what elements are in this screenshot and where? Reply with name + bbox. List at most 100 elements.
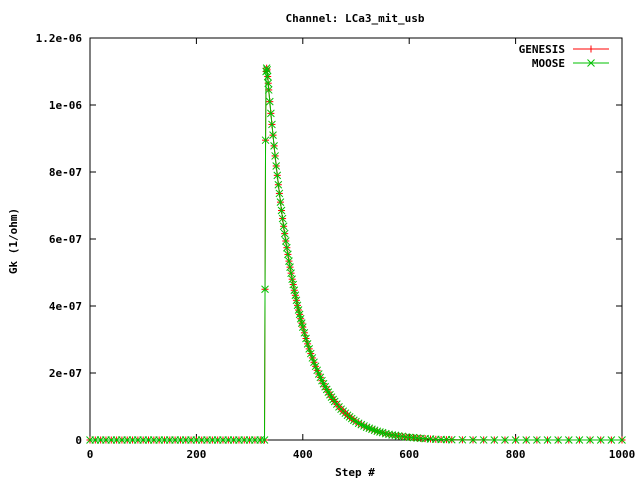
series-genesis	[86, 64, 626, 444]
y-axis-label: Gk (1/ohm)	[7, 208, 20, 274]
y-tick-label: 1.2e-06	[36, 32, 83, 45]
data-point-moose	[365, 424, 374, 433]
legend-marker-genesis	[587, 45, 595, 53]
data-point-moose	[385, 430, 393, 439]
data-point-moose	[522, 436, 531, 444]
data-point-moose	[458, 435, 467, 444]
legend-item-genesis: GENESIS	[519, 43, 609, 56]
data-point-moose	[275, 189, 284, 198]
data-point-moose	[311, 362, 320, 371]
data-point-moose	[260, 436, 269, 444]
x-tick-label: 400	[293, 448, 313, 461]
data-point-moose	[263, 72, 272, 81]
data-point-moose	[270, 142, 278, 150]
series-line-moose	[90, 67, 622, 441]
x-axis-label: Step #	[335, 466, 375, 479]
data-point-moose	[264, 86, 273, 94]
data-point-moose	[287, 269, 295, 278]
data-point-moose	[490, 436, 499, 444]
chart-title: Channel: LCa3_mit_usb	[285, 12, 424, 25]
data-point-moose	[263, 65, 272, 74]
data-point-moose	[264, 79, 273, 88]
data-point-moose	[271, 152, 279, 160]
data-point-moose	[268, 120, 276, 129]
data-point-moose	[370, 426, 379, 435]
legend-marker-moose	[587, 59, 595, 67]
y-tick-label: 8e-07	[49, 166, 82, 179]
data-point-moose	[305, 345, 314, 353]
x-tick-label: 800	[506, 448, 526, 461]
data-point-moose	[296, 314, 305, 323]
data-point-moose	[618, 436, 626, 444]
data-point-moose	[300, 328, 309, 337]
data-point-moose	[279, 222, 288, 231]
data-point-moose	[295, 310, 304, 319]
data-point-moose	[327, 393, 336, 401]
data-point-moose	[607, 436, 616, 444]
plot-frame	[89, 37, 623, 441]
data-point-moose	[303, 340, 312, 348]
legend-item-moose: MOOSE	[532, 57, 609, 70]
data-point-moose	[265, 97, 274, 106]
plot-area: 0 200 400 600 800 1000 0 2e-07 4e-07 6e-07 8e-07 1e…	[36, 32, 636, 461]
legend-label-genesis: GENESIS	[519, 43, 565, 56]
data-point-moose	[543, 436, 552, 444]
data-point-moose	[376, 428, 384, 436]
data-point-moose	[276, 198, 285, 207]
data-point-moose	[284, 250, 292, 259]
data-point-moose	[362, 423, 371, 432]
y-tick-label: 4e-07	[49, 300, 82, 313]
data-point-moose	[273, 171, 282, 180]
data-point-moose	[469, 436, 477, 444]
data-point-moose	[501, 436, 509, 444]
data-point-moose	[596, 436, 605, 444]
data-point-moose	[368, 425, 376, 434]
x-tick-label: 0	[87, 448, 94, 461]
legend-label-moose: MOOSE	[532, 57, 565, 70]
data-point-moose	[388, 431, 397, 439]
data-point-moose	[350, 416, 358, 425]
data-point-moose	[261, 136, 270, 145]
series-moose	[86, 64, 626, 444]
y-tick-label: 2e-07	[49, 367, 82, 380]
data-point-moose	[277, 206, 286, 215]
data-point-moose	[282, 243, 291, 252]
series-line-genesis	[90, 67, 622, 441]
data-point-moose	[308, 354, 317, 362]
data-point-moose	[575, 436, 584, 444]
data-point-moose	[294, 306, 303, 314]
data-point-moose	[278, 214, 287, 223]
data-point-moose	[391, 431, 400, 440]
data-point-moose	[554, 436, 563, 444]
data-point-moose	[326, 390, 334, 399]
data-point-moose	[280, 229, 289, 238]
data-point-moose	[272, 162, 281, 170]
data-point-moose	[310, 358, 318, 367]
data-point-moose	[306, 349, 315, 358]
data-point-moose	[285, 257, 293, 265]
y-tick-label: 0	[75, 434, 82, 447]
data-point-moose	[586, 436, 594, 444]
data-point-moose	[302, 334, 310, 343]
data-point-moose	[479, 436, 488, 444]
y-tick-label: 1e-06	[49, 99, 82, 112]
y-tick-label: 6e-07	[49, 233, 82, 246]
data-point-moose	[447, 435, 456, 444]
x-tick-label: 600	[399, 448, 419, 461]
x-tick-label: 1000	[609, 448, 636, 461]
data-point-moose	[298, 323, 307, 331]
data-point-moose	[564, 436, 573, 444]
data-point-moose	[262, 64, 271, 73]
data-point-moose	[274, 180, 283, 189]
data-point-moose	[281, 237, 290, 245]
data-point-moose	[286, 263, 294, 271]
data-point-moose	[293, 301, 302, 310]
data-point-moose	[267, 109, 275, 118]
data-point-moose	[261, 285, 269, 294]
data-point-moose	[381, 429, 390, 438]
x-tick-label: 200	[186, 448, 206, 461]
data-point-moose	[533, 436, 541, 444]
data-point-moose	[269, 131, 277, 140]
